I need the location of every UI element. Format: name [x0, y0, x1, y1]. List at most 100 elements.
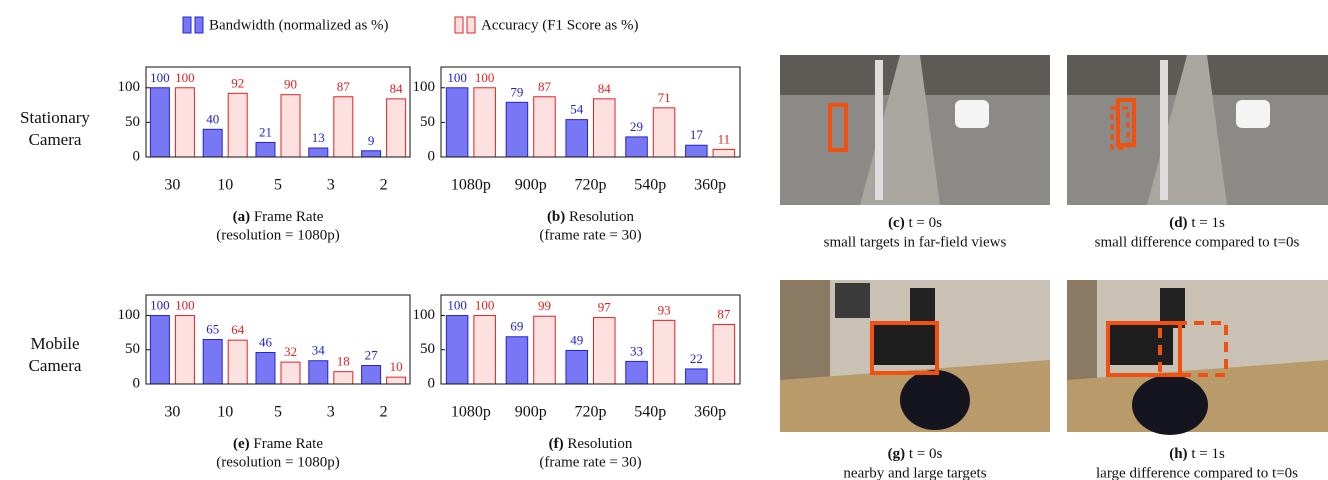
- value-label: 40: [206, 111, 219, 126]
- photo-description: small targets in far-field views: [824, 234, 1007, 250]
- legend-swatch: [454, 16, 464, 34]
- x-tick-label: 2: [380, 404, 388, 421]
- bar: [386, 98, 407, 158]
- bar: [505, 336, 529, 385]
- caption-sub: (resolution = 1080p): [216, 227, 339, 243]
- x-tick-label: 360p: [694, 177, 726, 194]
- value-label: 65: [206, 321, 219, 336]
- value-label: 97: [598, 300, 612, 315]
- bar: [505, 101, 529, 158]
- bar: [255, 352, 276, 385]
- x-tick-label: 1080p: [451, 404, 491, 421]
- row-label: Camera: [29, 130, 82, 149]
- bar: [565, 119, 588, 158]
- text-part: (h): [1169, 446, 1187, 462]
- x-tick-label: 3: [327, 177, 335, 194]
- text-part: (c): [888, 215, 905, 231]
- bar: [333, 96, 354, 158]
- row-label: Mobile: [30, 334, 79, 353]
- bar: [333, 371, 354, 385]
- value-label: 79: [510, 84, 523, 99]
- y-tick-label: 50: [125, 341, 140, 357]
- bar: [685, 144, 708, 158]
- photo-caption: (g) t = 0s: [888, 446, 943, 462]
- value-label: 69: [510, 319, 523, 334]
- value-label: 93: [658, 302, 671, 317]
- value-label: 100: [447, 70, 467, 85]
- photo-description: small difference compared to t=0s: [1095, 234, 1300, 250]
- y-tick-label: 0: [133, 375, 141, 391]
- photo-caption: (h) t = 1s: [1169, 446, 1225, 462]
- value-label: 84: [598, 81, 612, 96]
- text-part: t = 1s: [1191, 215, 1225, 231]
- value-label: 87: [717, 306, 731, 321]
- value-label: 100: [475, 298, 495, 313]
- bar: [685, 368, 708, 385]
- bar: [565, 349, 588, 385]
- text-part: t = 0s: [908, 215, 942, 231]
- photo-description: nearby and large targets: [843, 465, 986, 480]
- bar: [625, 136, 648, 158]
- bar: [445, 87, 469, 158]
- photo-street-t0: [780, 55, 1050, 205]
- axes-frame: [145, 294, 411, 385]
- text-part: (e): [233, 436, 250, 452]
- text-part: (f): [549, 436, 564, 452]
- value-label: 49: [570, 332, 583, 347]
- value-label: 18: [337, 354, 350, 369]
- text-part: t = 1s: [1191, 446, 1225, 462]
- text-part: Frame Rate: [254, 209, 324, 225]
- bar: [652, 107, 676, 158]
- legend-label: Bandwidth (normalized as %): [209, 17, 389, 33]
- photo-office-t1: [1067, 280, 1328, 435]
- legend-swatch: [466, 16, 476, 34]
- x-tick-label: 540p: [634, 404, 666, 421]
- caption-sub: (frame rate = 30): [539, 227, 641, 243]
- caption: (a) Frame Rate: [233, 209, 324, 225]
- bar: [227, 92, 248, 158]
- bar: [280, 94, 301, 158]
- row-label: Camera: [29, 356, 82, 375]
- value-label: 22: [690, 351, 703, 366]
- legend-label: Accuracy (F1 Score as %): [481, 17, 638, 33]
- text-part: (d): [1169, 215, 1187, 231]
- caption-sub: (resolution = 1080p): [216, 454, 339, 470]
- legend-swatch: [182, 16, 192, 34]
- x-tick-label: 2: [380, 177, 388, 194]
- photo-street-t1: [1067, 55, 1328, 205]
- x-tick-label: 1080p: [451, 177, 491, 194]
- bar: [445, 315, 469, 385]
- y-tick-label: 100: [118, 79, 141, 95]
- value-label: 13: [312, 130, 325, 145]
- bar: [533, 96, 556, 158]
- value-label: 46: [259, 334, 273, 349]
- value-label: 100: [150, 70, 170, 85]
- y-tick-label: 0: [133, 148, 141, 164]
- bar: [308, 147, 329, 158]
- bar: [593, 317, 616, 385]
- value-label: 21: [259, 124, 272, 139]
- y-tick-label: 100: [118, 307, 141, 323]
- bar: [712, 323, 736, 385]
- x-tick-label: 720p: [575, 404, 607, 421]
- bar: [174, 315, 195, 385]
- bar: [473, 315, 496, 385]
- text-part: (b): [547, 209, 565, 225]
- value-label: 100: [475, 70, 495, 85]
- axes-frame: [440, 294, 741, 385]
- bar: [712, 148, 736, 158]
- bar: [625, 360, 648, 385]
- bar: [533, 315, 556, 385]
- value-label: 100: [175, 298, 195, 313]
- bar: [149, 315, 170, 385]
- value-label: 90: [284, 77, 297, 92]
- value-label: 27: [365, 347, 379, 362]
- x-tick-label: 30: [164, 177, 180, 194]
- value-label: 71: [658, 90, 671, 105]
- x-tick-label: 360p: [694, 404, 726, 421]
- caption: (f) Resolution: [549, 436, 633, 452]
- x-tick-label: 900p: [515, 404, 547, 421]
- caption: (e) Frame Rate: [233, 436, 323, 452]
- x-tick-label: 10: [217, 177, 233, 194]
- y-tick-label: 50: [125, 114, 140, 130]
